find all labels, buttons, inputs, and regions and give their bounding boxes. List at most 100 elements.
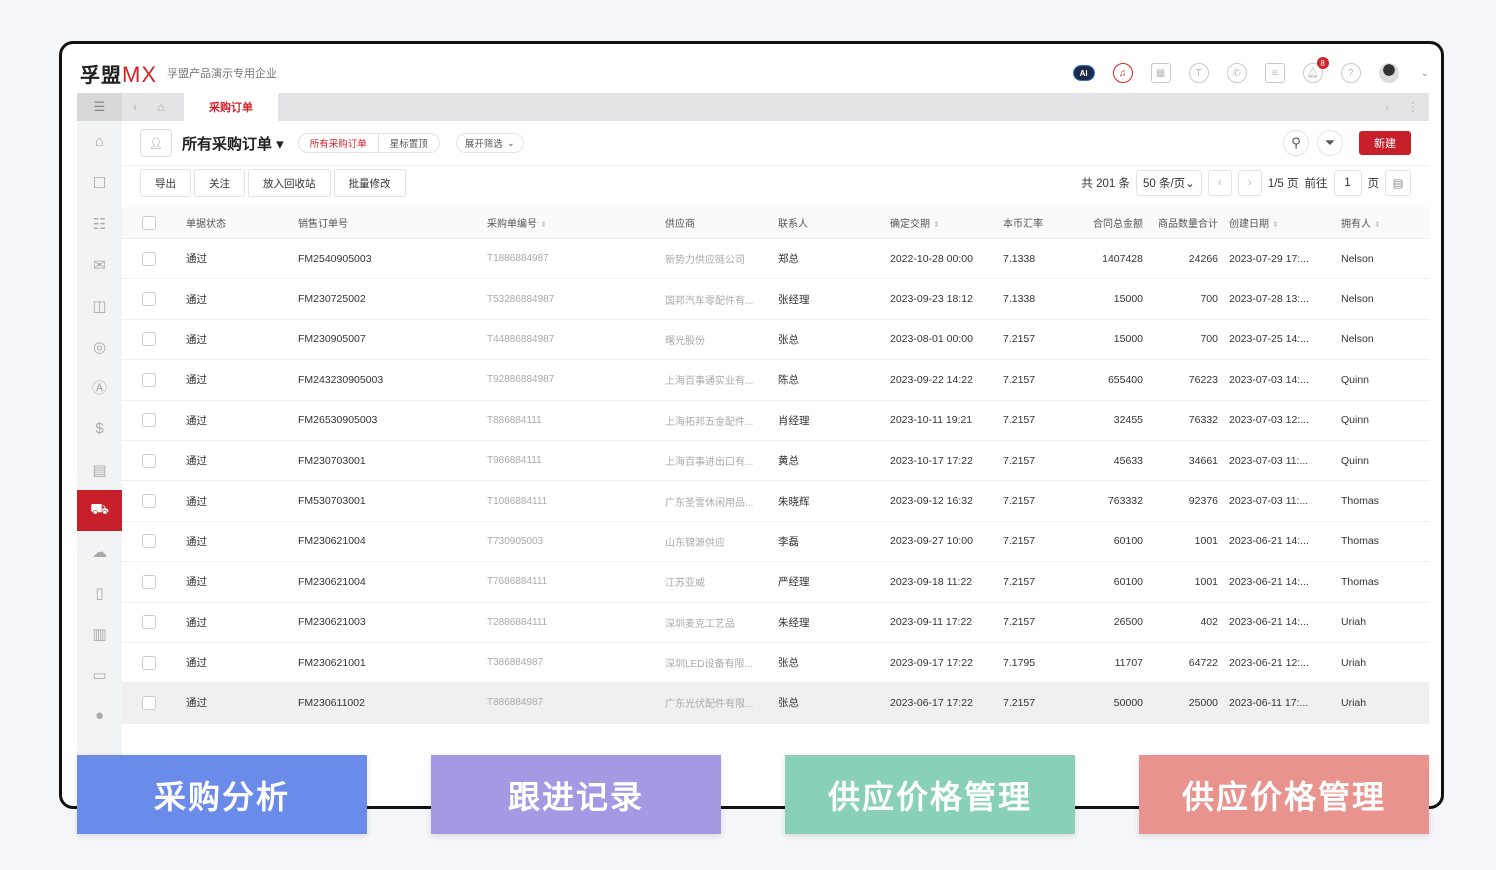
help-icon[interactable]: ?: [1340, 63, 1361, 83]
cell-purchase-no[interactable]: T386884987: [487, 657, 544, 669]
cell-purchase-no[interactable]: T730905003: [487, 535, 544, 547]
tab-prev-icon[interactable]: ‹: [133, 100, 137, 114]
expand-filter-button[interactable]: 展开筛选 ⌄: [455, 133, 524, 153]
more-icon[interactable]: ⋮: [1407, 100, 1419, 114]
row-checkbox[interactable]: [142, 292, 156, 307]
bar-chart-icon[interactable]: ▥: [92, 625, 107, 643]
home-tab-icon[interactable]: ⌂: [157, 100, 165, 114]
row-checkbox[interactable]: [142, 453, 156, 468]
row-checkbox[interactable]: [142, 615, 156, 630]
sort-icon[interactable]: ⬍: [1272, 220, 1279, 229]
batch-edit-button[interactable]: 批量修改: [333, 169, 406, 197]
home-icon[interactable]: ⌂: [94, 133, 105, 150]
table-row[interactable]: 通过 FM230621003 T2886884111 深圳麦克工艺品 朱经理 2023-0…: [122, 603, 1429, 643]
table-row[interactable]: 通过 FM2540905003 T1886884987 新势力供应链公司 郑总 2022-…: [122, 239, 1429, 280]
a-circle-icon[interactable]: Ⓐ: [91, 380, 107, 397]
row-checkbox[interactable]: [142, 574, 156, 589]
printer-icon[interactable]: ▤: [92, 461, 107, 479]
cell-sales-order[interactable]: FM230725002: [298, 293, 366, 306]
headset-icon[interactable]: ♫: [1112, 63, 1133, 83]
cell-purchase-no[interactable]: T1886884987: [487, 253, 549, 265]
chevron-down-icon[interactable]: ⌄: [1420, 67, 1429, 79]
cell-sales-order[interactable]: FM530703001: [298, 495, 366, 508]
apps-grid-icon[interactable]: ▦: [1150, 63, 1171, 83]
column-header[interactable]: 商品数量合计: [1158, 215, 1218, 230]
export-button[interactable]: 导出: [140, 169, 191, 197]
row-checkbox[interactable]: [142, 251, 156, 266]
avatar[interactable]: [1378, 63, 1399, 83]
table-row[interactable]: 通过 FM230621004 T7686884111 江苏亚威 严经理 2023-09-1…: [122, 562, 1429, 603]
column-header[interactable]: 联系人: [778, 215, 808, 230]
mail-icon[interactable]: ✉: [93, 256, 106, 274]
column-settings-icon[interactable]: ▤: [1385, 170, 1411, 196]
tab-next-icon[interactable]: ›: [1385, 100, 1389, 114]
cell-purchase-no[interactable]: T886884987: [487, 697, 544, 709]
filter-icon[interactable]: ⏷: [1317, 130, 1343, 156]
column-header[interactable]: 单据状态: [186, 215, 226, 230]
recycle-button[interactable]: 放入回收站: [248, 169, 331, 197]
t-circle-icon[interactable]: T: [1188, 63, 1209, 83]
table-row[interactable]: 通过 FM26530905003 T886884111 上海拓邦五金配件... 肖经理 2…: [122, 401, 1429, 441]
cell-sales-order[interactable]: FM230621004: [298, 535, 366, 548]
chat-icon[interactable]: ●: [94, 707, 105, 724]
cell-purchase-no[interactable]: T53286884987: [487, 293, 555, 305]
cell-sales-order[interactable]: FM2540905003: [298, 252, 372, 265]
column-header[interactable]: 创建日期 ⬍: [1229, 215, 1279, 230]
menu-toggle-icon[interactable]: ☰: [77, 93, 122, 121]
contact-icon[interactable]: ☐: [92, 174, 107, 192]
table-row[interactable]: 通过 FM530703001 T1086884111 广东圣雪休闲用品... 朱晓辉 20…: [122, 481, 1429, 522]
prev-page-button[interactable]: ‹: [1207, 170, 1232, 196]
column-header[interactable]: 拥有人 ⬍: [1341, 215, 1381, 230]
cell-purchase-no[interactable]: T44886884987: [487, 333, 555, 345]
new-button[interactable]: 新建: [1359, 131, 1411, 155]
whatsapp-icon[interactable]: ✆: [1226, 63, 1247, 83]
follow-button[interactable]: 关注: [194, 169, 245, 197]
column-header[interactable]: 本币汇率: [1003, 215, 1043, 230]
cell-sales-order[interactable]: FM243230905003: [298, 373, 384, 386]
tab-purchase-orders[interactable]: 采购订单: [184, 93, 278, 121]
cell-purchase-no[interactable]: T886884111: [487, 414, 542, 426]
table-row[interactable]: 通过 FM230725002 T53286884987 国邦汽车零配件有... 张经理 2…: [122, 279, 1429, 320]
cell-sales-order[interactable]: FM230611002: [298, 696, 365, 709]
row-checkbox[interactable]: [142, 695, 156, 710]
cell-purchase-no[interactable]: T2886884111: [487, 616, 548, 628]
cell-sales-order[interactable]: FM230905007: [298, 333, 366, 346]
bell-icon[interactable]: 🔔︎ 8: [1302, 57, 1329, 83]
column-header[interactable]: 确定交期 ⬍: [890, 215, 940, 230]
cell-sales-order[interactable]: FM26530905003: [298, 414, 378, 427]
sort-icon[interactable]: ⬍: [540, 220, 547, 229]
monitor-icon[interactable]: ▭: [92, 666, 107, 684]
column-header[interactable]: 采购单编号 ⬍: [487, 215, 547, 230]
row-checkbox[interactable]: [142, 655, 156, 670]
ai-assistant-icon[interactable]: AI: [1072, 65, 1095, 81]
view-switch-icon[interactable]: 👤︎: [140, 129, 172, 157]
next-page-button[interactable]: ›: [1237, 170, 1262, 196]
page-size-select[interactable]: 50 条/页 ⌄: [1135, 170, 1202, 196]
schedule-icon[interactable]: ≡: [1264, 63, 1285, 83]
row-checkbox[interactable]: [142, 332, 156, 347]
row-checkbox[interactable]: [142, 494, 156, 509]
column-header[interactable]: 供应商: [665, 215, 695, 230]
view-title[interactable]: 所有采购订单 ▾: [182, 135, 284, 153]
cell-sales-order[interactable]: FM230703001: [298, 454, 366, 467]
cell-purchase-no[interactable]: T1086884111: [487, 495, 548, 507]
dollar-case-icon[interactable]: $: [95, 420, 104, 437]
truck-icon[interactable]: ⛟: [77, 490, 122, 531]
table-row[interactable]: 通过 FM230611002 T886884987 广东光伏配件有限... 张总 2023…: [122, 683, 1429, 724]
book-icon[interactable]: ▯: [95, 584, 104, 602]
org-tree-icon[interactable]: ☷: [92, 215, 107, 233]
compass-icon[interactable]: ◎: [92, 338, 107, 356]
cell-purchase-no[interactable]: T7686884111: [487, 576, 548, 588]
sort-icon[interactable]: ⬍: [933, 220, 940, 229]
cell-purchase-no[interactable]: T986884111: [487, 455, 542, 467]
table-row[interactable]: 通过 FM230703001 T986884111 上海百事进出口有... 黄总 2023…: [122, 441, 1429, 482]
select-all-checkbox[interactable]: [142, 215, 156, 230]
row-checkbox[interactable]: [142, 413, 156, 428]
seg-starred[interactable]: 星标置顶: [389, 139, 428, 150]
cell-sales-order[interactable]: FM230621004: [298, 575, 366, 588]
page-input[interactable]: 1: [1333, 170, 1362, 196]
row-checkbox[interactable]: [142, 534, 156, 549]
cloud-icon[interactable]: ☁: [92, 543, 107, 561]
search-icon[interactable]: ⚲: [1283, 130, 1309, 156]
table-row[interactable]: 通过 FM230621001 T386884987 深圳LED设备有限... 张总 202…: [122, 643, 1429, 684]
